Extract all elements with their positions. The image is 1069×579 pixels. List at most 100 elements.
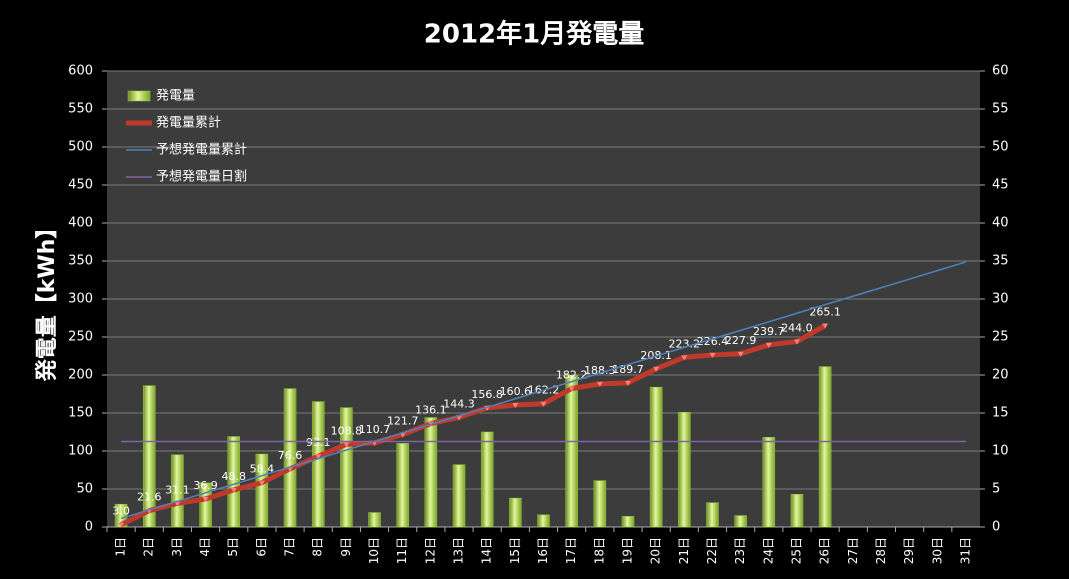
x-tick-label: 16日 xyxy=(536,537,550,564)
bar xyxy=(706,502,719,528)
data-label: 188.3 xyxy=(584,364,616,377)
y2-tick-label: 10 xyxy=(992,444,1009,459)
x-tick-label: 22日 xyxy=(705,537,719,564)
y-tick-label: 600 xyxy=(68,64,93,79)
line-marker xyxy=(737,351,744,357)
legend-label: 発電量 xyxy=(156,89,195,104)
x-tick-label: 20日 xyxy=(649,537,663,564)
line-marker xyxy=(174,501,181,507)
line-marker xyxy=(512,402,519,408)
x-tick-label: 18日 xyxy=(592,537,606,564)
x-tick-label: 14日 xyxy=(480,537,494,564)
y2-tick-label: 40 xyxy=(992,216,1009,231)
data-label: 144.3 xyxy=(443,397,475,410)
y-tick-label: 500 xyxy=(68,140,93,155)
y2-tick-label: 35 xyxy=(992,254,1009,269)
bar xyxy=(649,386,663,528)
x-tick-label: 1日 xyxy=(114,537,128,557)
x-tick-label: 13日 xyxy=(452,537,466,564)
line-series xyxy=(120,261,967,520)
line-marker xyxy=(624,380,631,386)
bar xyxy=(537,514,550,528)
legend-label: 予想発電量日割 xyxy=(156,169,247,185)
data-label: 156.8 xyxy=(471,388,503,401)
line-marker xyxy=(258,480,265,486)
line-series xyxy=(119,323,827,527)
legend-label: 予想発電量累計 xyxy=(156,142,247,158)
x-tick-label: 15日 xyxy=(508,537,522,564)
bar xyxy=(171,454,184,528)
line-marker xyxy=(822,323,829,329)
x-tick-label: 25日 xyxy=(789,537,803,564)
y2-tick-label: 0 xyxy=(992,520,1000,535)
bar xyxy=(368,512,381,528)
x-tick-label: 28日 xyxy=(874,537,888,564)
data-label: 58.4 xyxy=(250,463,275,476)
line-marker xyxy=(709,352,716,358)
data-label: 189.7 xyxy=(612,363,644,376)
x-tick-label: 8日 xyxy=(311,537,325,557)
data-label: 108.8 xyxy=(331,424,363,437)
bar xyxy=(396,443,409,528)
y-tick-label: 350 xyxy=(68,254,93,269)
bar xyxy=(480,431,494,528)
x-tick-label: 9日 xyxy=(339,537,353,557)
x-tick-label: 27日 xyxy=(846,537,860,564)
y2-tick-label: 5 xyxy=(992,482,1000,497)
y-tick-label: 400 xyxy=(68,216,93,231)
line-marker xyxy=(230,487,237,493)
data-label: 227.9 xyxy=(725,334,757,347)
y-tick-label: 300 xyxy=(68,292,93,307)
x-tick-label: 17日 xyxy=(564,537,578,564)
y-tick-label: 50 xyxy=(76,482,93,497)
y2-tick-label: 25 xyxy=(992,330,1009,345)
data-label: 265.1 xyxy=(809,306,841,319)
line-marker xyxy=(653,366,660,372)
y-tick-label: 0 xyxy=(85,520,93,535)
x-tick-label: 29日 xyxy=(902,537,916,564)
bar xyxy=(762,437,776,528)
x-tick-label: 21日 xyxy=(677,537,691,564)
line-marker xyxy=(568,386,575,392)
bar xyxy=(565,374,578,528)
data-label: 31.1 xyxy=(165,483,190,496)
line-marker xyxy=(118,522,125,528)
data-label: 21.6 xyxy=(137,491,162,504)
data-label: 182.2 xyxy=(556,369,588,382)
line-marker xyxy=(540,401,547,407)
data-label: 48.8 xyxy=(221,470,246,483)
bar xyxy=(452,464,466,528)
bar xyxy=(142,385,156,528)
y2-tick-label: 50 xyxy=(992,140,1009,155)
data-label: 160.6 xyxy=(500,385,532,398)
x-tick-label: 26日 xyxy=(818,537,832,564)
x-tick-label: 2日 xyxy=(142,537,156,557)
data-label: 121.7 xyxy=(387,415,419,428)
y-tick-label: 100 xyxy=(68,444,93,459)
bar xyxy=(255,453,269,528)
y2-tick-label: 45 xyxy=(992,178,1009,193)
data-label: 76.6 xyxy=(278,449,303,462)
x-tick-label: 19日 xyxy=(620,537,634,564)
legend-label: 発電量累計 xyxy=(156,115,221,131)
chart-title: 2012年1月発電量 xyxy=(424,19,644,50)
bar xyxy=(818,366,832,528)
data-label: 239.7 xyxy=(753,325,785,338)
y2-tick-label: 15 xyxy=(992,406,1009,421)
line-marker xyxy=(202,496,209,502)
line-marker xyxy=(681,355,688,361)
y-tick-label: 450 xyxy=(68,178,93,193)
bar xyxy=(593,480,607,528)
bar xyxy=(340,407,353,528)
data-label: 36.9 xyxy=(193,479,218,492)
x-tick-label: 5日 xyxy=(226,537,240,557)
data-label: 136.1 xyxy=(415,404,447,417)
x-tick-label: 23日 xyxy=(733,537,747,564)
y-axis-label: 発電量【kWh】 xyxy=(35,217,60,383)
data-label: 93.1 xyxy=(306,436,331,449)
x-tick-label: 10日 xyxy=(367,537,381,564)
y-tick-label: 150 xyxy=(68,406,93,421)
data-label: 244.0 xyxy=(781,322,813,335)
data-label: 223.2 xyxy=(669,337,701,350)
